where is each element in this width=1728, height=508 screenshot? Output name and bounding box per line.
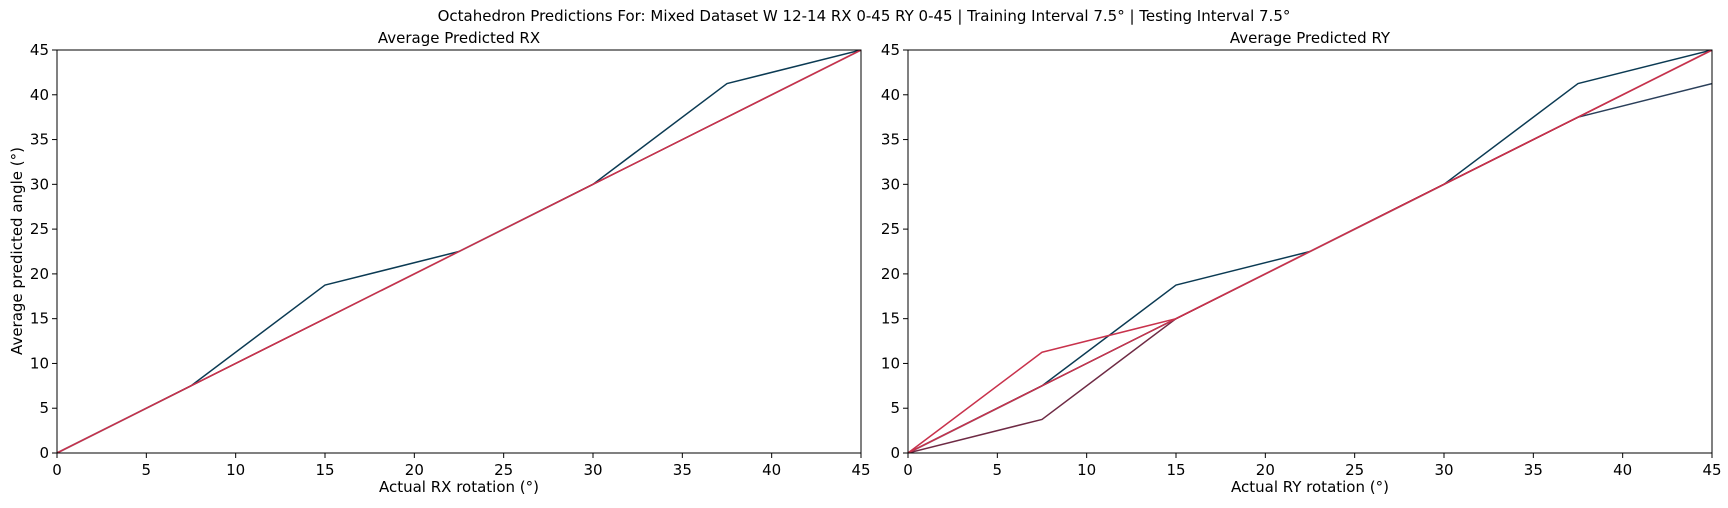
axes-ry-ytick-label: 20	[881, 265, 900, 283]
axes-ry-ytick-label: 35	[881, 131, 900, 149]
axes-rx-ytick-label: 25	[30, 220, 49, 238]
axes-rx-xtick-label: 0	[52, 461, 62, 479]
axes-rx-xtick-label: 5	[142, 461, 152, 479]
axes-rx-ytick-label: 35	[30, 131, 49, 149]
axes-ry-ytick-label: 15	[881, 310, 900, 328]
axes-ry-ytick-label: 45	[881, 41, 900, 59]
axes-ry-ytick-label: 10	[881, 354, 900, 372]
axes-rx-ytick-label: 20	[30, 265, 49, 283]
axes-ry-series-line-4	[908, 50, 1712, 453]
axes-rx-ytick-label: 10	[30, 354, 49, 372]
axes-rx-xlabel: Actual RX rotation (°)	[379, 478, 539, 496]
axes-ry-xtick-label: 0	[903, 461, 913, 479]
axes-rx-frame	[56, 49, 862, 454]
axes-ry-xtick-label: 35	[1524, 461, 1543, 479]
axes-rx-xtick-label: 25	[494, 461, 513, 479]
axes-rx-xtick-label: 15	[315, 461, 334, 479]
axes-rx-ytick-label: 40	[30, 86, 49, 104]
axes-ry: Average Predicted RY Actual RY rotation …	[881, 29, 1722, 496]
axes-ry-xtick-label: 5	[993, 461, 1003, 479]
axes-ry-xtick-label: 30	[1434, 461, 1453, 479]
axes-ry-xtick-label: 45	[1702, 461, 1721, 479]
axes-ry-ytick-label: 40	[881, 86, 900, 104]
axes-ry-xlabel: Actual RY rotation (°)	[1231, 478, 1389, 496]
axes-ry-frame	[907, 49, 1713, 454]
axes-rx: Average Predicted RX Actual RX rotation …	[8, 29, 871, 496]
axes-rx-ytick-label: 5	[39, 399, 49, 417]
axes-rx-xtick-label: 20	[405, 461, 424, 479]
axes-ry-xtick-label: 10	[1077, 461, 1096, 479]
axes-rx-xtick-label: 40	[762, 461, 781, 479]
axes-rx-xtick-label: 45	[851, 461, 870, 479]
axes-ry-xtick-label: 20	[1256, 461, 1275, 479]
axes-rx-xtick-label: 10	[226, 461, 245, 479]
axes-ry-ytick-label: 25	[881, 220, 900, 238]
axes-ry-ytick-label: 5	[890, 399, 900, 417]
axes-ry-ytick-label: 30	[881, 175, 900, 193]
axes-ry-title: Average Predicted RY	[1230, 29, 1391, 47]
axes-rx-title: Average Predicted RX	[378, 29, 540, 47]
figure-suptitle: Octahedron Predictions For: Mixed Datase…	[438, 7, 1291, 25]
axes-ry-xtick-label: 25	[1345, 461, 1364, 479]
axes-ry-ytick-label: 0	[890, 444, 900, 462]
axes-rx-ytick-label: 45	[30, 41, 49, 59]
axes-rx-series-group	[57, 50, 861, 453]
axes-rx-ytick-label: 0	[39, 444, 49, 462]
axes-rx-ytick-label: 30	[30, 175, 49, 193]
axes-rx-ylabel: Average predicted angle (°)	[8, 147, 26, 355]
axes-ry-xtick-label: 40	[1613, 461, 1632, 479]
axes-rx-ytick-label: 15	[30, 310, 49, 328]
axes-ry-series-group	[908, 50, 1712, 453]
axes-ry-series-line-1	[908, 82, 1712, 453]
axes-rx-series-line-2	[57, 50, 861, 453]
axes-ry-xtick-label: 15	[1166, 461, 1185, 479]
axes-rx-xtick-label: 30	[583, 461, 602, 479]
axes-rx-xtick-label: 35	[673, 461, 692, 479]
